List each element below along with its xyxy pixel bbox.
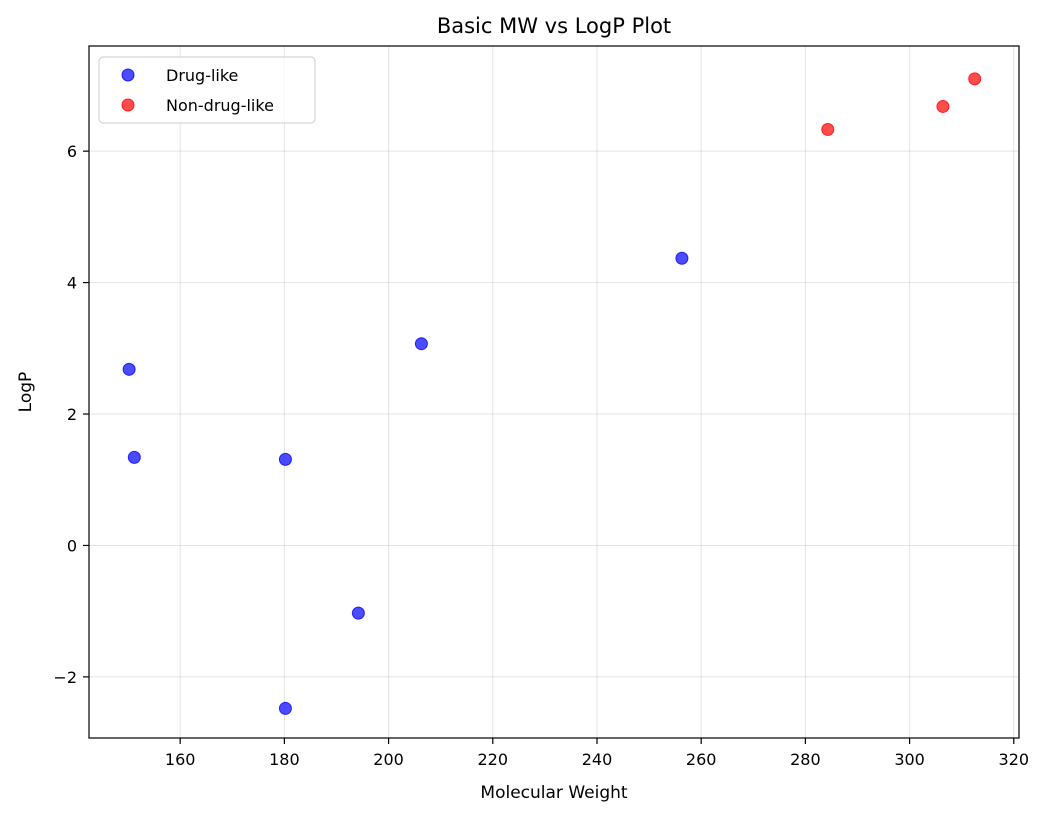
x-tick-label: 200 [373,750,404,769]
axis-ticks: 160 180 200 220 240 260 280 300 320 −2 0 2 4 6 [53,142,1029,769]
x-tick-label: 260 [686,750,717,769]
y-tick-label: 0 [67,536,77,555]
data-point-drug-like [127,450,141,464]
x-axis-label: Molecular Weight [480,783,627,803]
y-tick-label: 2 [67,405,77,424]
legend-label-drug-like: Drug-like [166,66,238,85]
data-point-drug-like [351,606,365,620]
data-point-drug-like [278,701,292,715]
legend-box [98,56,316,124]
legend: Drug-like Non-drug-like [98,56,316,124]
x-tick-label: 280 [790,750,821,769]
data-point-drug-like [122,362,136,376]
x-tick-label: 220 [478,750,509,769]
x-tick-label: 300 [894,750,925,769]
x-tick-label: 160 [165,750,196,769]
legend-marker-drug-like [121,68,135,82]
grid [89,46,1019,738]
y-tick-label: 6 [67,142,77,161]
legend-label-non-drug-like: Non-drug-like [166,96,274,115]
x-tick-label: 320 [999,750,1030,769]
data-point-drug-like [278,452,292,466]
data-point-non-drug-like [968,72,982,86]
x-tick-label: 180 [269,750,300,769]
data-points [122,72,982,715]
legend-marker-non-drug-like [121,98,135,112]
data-point-drug-like [414,337,428,351]
x-tick-label: 240 [582,750,613,769]
data-point-drug-like [675,251,689,265]
data-point-non-drug-like [936,99,950,113]
data-point-non-drug-like [821,122,835,136]
y-tick-label: 4 [67,274,77,293]
y-tick-label: −2 [53,668,77,687]
chart-title: Basic MW vs LogP Plot [437,14,671,38]
y-axis-label: LogP [16,372,36,413]
plot-frame [88,45,1020,739]
